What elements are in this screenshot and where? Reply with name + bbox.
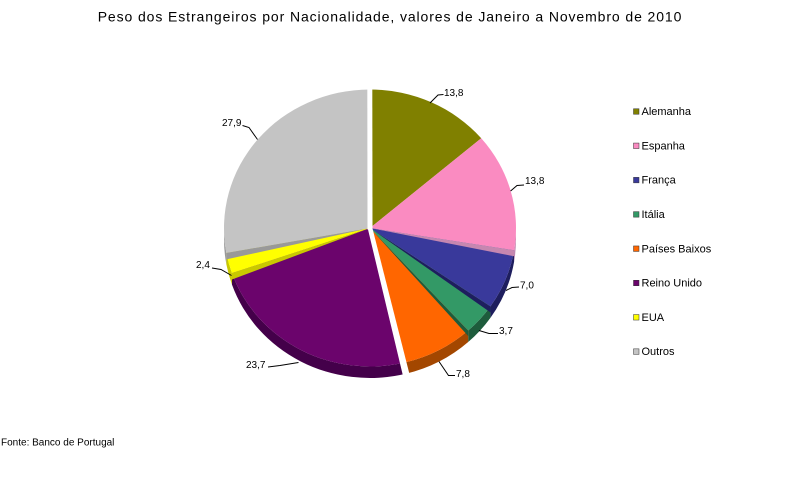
svg-text:EUA: EUA bbox=[642, 312, 665, 324]
svg-text:27,9: 27,9 bbox=[222, 118, 242, 129]
svg-text:Peso dos Estrangeiros por Naci: Peso dos Estrangeiros por Nacionalidade,… bbox=[98, 9, 683, 25]
svg-text:13,8: 13,8 bbox=[444, 88, 464, 99]
svg-text:França: França bbox=[642, 175, 677, 187]
svg-text:Países Baixos: Países Baixos bbox=[642, 243, 712, 255]
svg-text:Outros: Outros bbox=[642, 346, 676, 358]
svg-text:Espanha: Espanha bbox=[642, 140, 686, 152]
svg-text:3,7: 3,7 bbox=[499, 326, 513, 337]
svg-text:7,8: 7,8 bbox=[456, 369, 470, 380]
svg-text:2,4: 2,4 bbox=[196, 260, 210, 271]
svg-text:23,7: 23,7 bbox=[246, 360, 266, 371]
svg-text:13,8: 13,8 bbox=[525, 176, 545, 187]
svg-text:Alemanha: Alemanha bbox=[642, 106, 692, 118]
svg-text:7,0: 7,0 bbox=[520, 281, 534, 292]
svg-text:Itália: Itália bbox=[642, 209, 666, 221]
svg-text:Reino Unido: Reino Unido bbox=[642, 278, 703, 290]
svg-text:Fonte: Banco de Portugal: Fonte: Banco de Portugal bbox=[1, 438, 114, 449]
